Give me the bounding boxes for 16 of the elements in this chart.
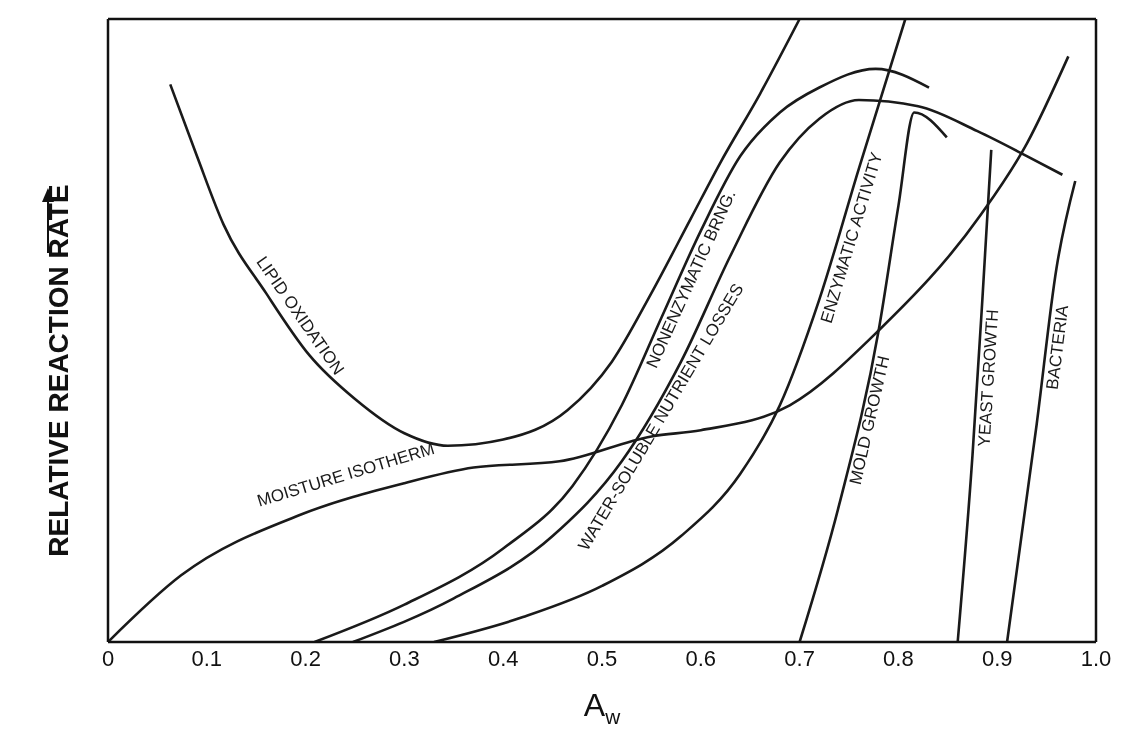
x-tick-label: 0.3 <box>389 645 420 671</box>
x-tick-label: 0.2 <box>290 645 321 671</box>
x-axis-title: A$_{w}$ <box>583 687 622 729</box>
text: YEAST GROWTH <box>974 308 1003 448</box>
x-tick-label: 0.6 <box>685 645 717 671</box>
x-tick-label: 1.0 <box>1080 645 1112 671</box>
text: MOLD GROWTH <box>845 354 894 487</box>
x-tick-label: 0.9 <box>981 645 1013 671</box>
x-tick-label: 0.5 <box>586 645 618 671</box>
text: BACTERIA <box>1042 303 1073 391</box>
y-axis-title: RELATIVE REACTION RATE <box>43 184 74 557</box>
x-tick-label: 0.8 <box>883 645 914 671</box>
x-tick-label: 0.7 <box>784 645 815 671</box>
x-tick-label: 0.4 <box>487 645 519 671</box>
x-tick-label: 0 <box>101 645 115 671</box>
x-tick-label: 0.1 <box>191 645 223 671</box>
